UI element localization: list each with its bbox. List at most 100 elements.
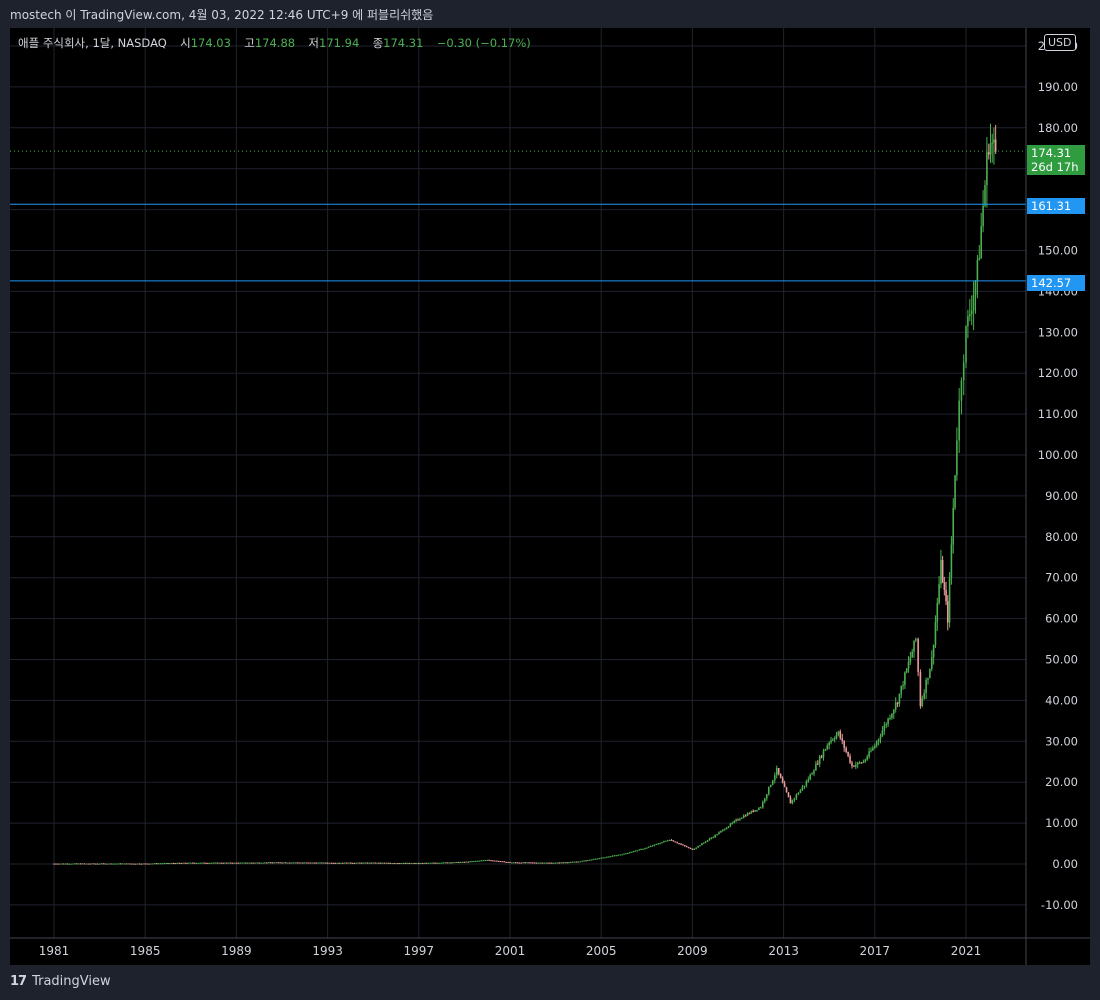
candle-body xyxy=(91,863,93,865)
y-tick-label: 40.00 xyxy=(1045,693,1078,707)
candle-body xyxy=(231,862,234,864)
candle-body xyxy=(805,781,808,786)
candle-body xyxy=(543,862,545,864)
candle-body xyxy=(448,862,450,864)
candle-body xyxy=(108,863,110,865)
candle-body xyxy=(970,310,973,315)
y-tick-label: 70.00 xyxy=(1045,571,1078,585)
candle-body xyxy=(946,601,949,623)
candle-body xyxy=(387,862,390,864)
candle-body xyxy=(771,780,774,785)
candle-body xyxy=(969,314,971,317)
candle-body xyxy=(960,380,963,401)
candle-body xyxy=(334,862,336,864)
candle-body xyxy=(684,845,686,847)
candle-body xyxy=(77,863,80,865)
candle-body xyxy=(482,860,485,862)
candle-body xyxy=(469,861,471,863)
candle-body xyxy=(60,863,63,865)
candle-body xyxy=(604,857,606,859)
candle-body xyxy=(896,702,899,704)
candle-body xyxy=(653,844,656,846)
candle-body xyxy=(522,862,525,864)
candle-body xyxy=(978,257,981,260)
candle-body xyxy=(298,862,300,864)
candle-body xyxy=(845,747,847,752)
candle-body xyxy=(138,863,141,865)
candle-body xyxy=(787,792,790,798)
candle-body xyxy=(905,668,908,673)
candle-body xyxy=(636,850,639,852)
candle-body xyxy=(473,861,475,863)
candle-body xyxy=(815,763,817,771)
candle-body xyxy=(87,863,89,865)
candle-body xyxy=(488,859,490,861)
candle-body xyxy=(775,768,778,776)
change-value: −0.30 (−0.17%) xyxy=(436,36,531,50)
symbol-name: 애플 주식회사, 1달, NASDAQ xyxy=(18,36,167,50)
candle-body xyxy=(611,855,614,857)
candle-body xyxy=(254,862,257,864)
candle-body xyxy=(370,862,373,864)
candle-body xyxy=(169,863,171,865)
candle-body xyxy=(839,731,842,739)
candle-body xyxy=(657,843,659,845)
candle-body xyxy=(520,862,523,864)
candle-body xyxy=(222,862,224,864)
x-tick-label: 1985 xyxy=(130,944,161,958)
candle-body xyxy=(323,862,325,864)
currency-badge[interactable]: USD xyxy=(1044,34,1076,51)
candle-body xyxy=(72,863,74,865)
chart-area[interactable]: -10.00 0.00 10.00 20.00 30.00 40.00 50.00 60.00… xyxy=(10,28,1090,965)
candle-body xyxy=(102,863,105,865)
candle-body xyxy=(478,860,481,862)
candle-body xyxy=(412,863,414,865)
candle-body xyxy=(627,852,629,854)
candle-body xyxy=(475,860,477,862)
candle-body xyxy=(615,855,618,857)
candle-body xyxy=(704,841,707,843)
candle-body xyxy=(893,709,895,714)
candle-body xyxy=(338,862,340,864)
candle-body xyxy=(809,774,811,780)
candle-body xyxy=(435,862,437,864)
candle-body xyxy=(58,863,61,865)
candle-body xyxy=(81,863,84,865)
candle-body xyxy=(326,862,329,864)
candle-body xyxy=(727,826,730,828)
candle-body xyxy=(541,862,544,864)
candle-body xyxy=(710,837,713,839)
x-tick-label: 1993 xyxy=(312,944,343,958)
candle-body xyxy=(974,281,977,296)
candle-body xyxy=(133,863,135,865)
price-chart[interactable]: -10.00 0.00 10.00 20.00 30.00 40.00 50.00 60.00… xyxy=(10,28,1090,965)
candle-body xyxy=(706,840,709,842)
candle-body xyxy=(807,779,810,782)
candle-body xyxy=(416,863,418,865)
candle-body xyxy=(372,862,374,864)
candle-body xyxy=(218,862,221,864)
candle-body xyxy=(666,840,669,842)
open-value: 174.03 xyxy=(190,36,231,50)
candle-body xyxy=(841,738,844,741)
candle-body xyxy=(592,858,595,860)
candle-body xyxy=(843,740,845,748)
candle-body xyxy=(292,862,295,864)
candle-body xyxy=(672,840,675,842)
candle-body xyxy=(577,861,580,863)
candle-body xyxy=(433,862,435,864)
candle-body xyxy=(938,584,940,604)
candle-body xyxy=(982,205,984,227)
candle-body xyxy=(552,862,555,864)
candle-body xyxy=(532,862,534,864)
candle-body xyxy=(98,863,101,865)
y-tick-label: 50.00 xyxy=(1045,653,1078,667)
candle-body xyxy=(781,778,784,784)
candle-body xyxy=(95,863,97,865)
candle-body xyxy=(431,862,433,864)
candle-body xyxy=(858,762,861,764)
candle-body xyxy=(638,849,640,851)
candle-body xyxy=(813,770,815,774)
candle-body xyxy=(89,863,91,865)
candle-body xyxy=(203,862,205,864)
